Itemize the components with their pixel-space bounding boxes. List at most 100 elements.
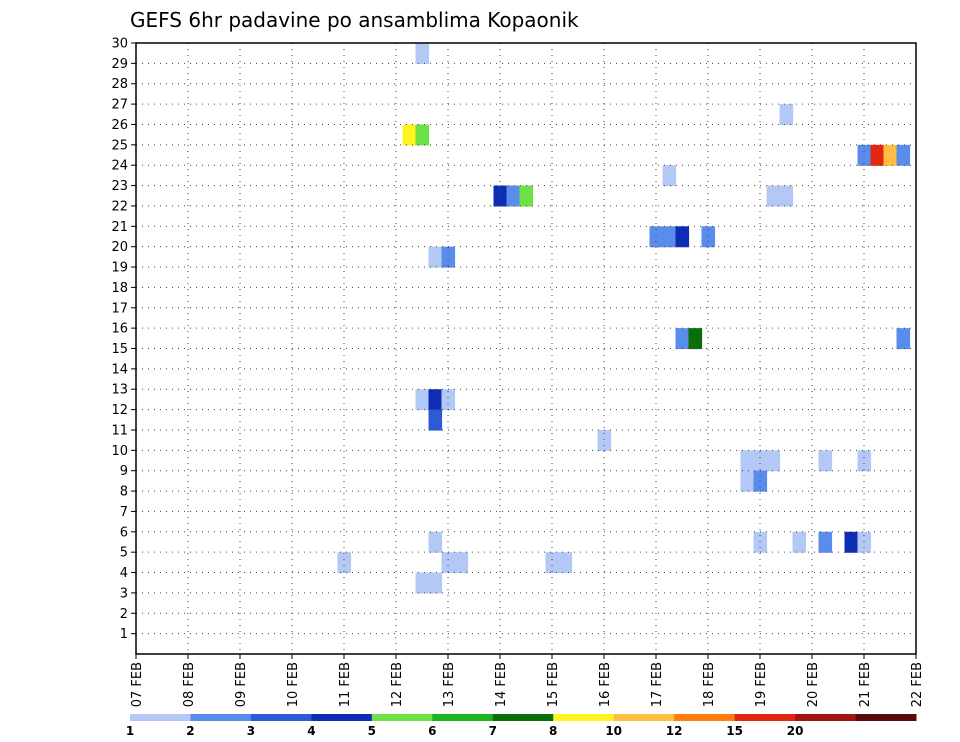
- legend-swatch: [734, 714, 796, 721]
- x-tick-label: 15 FEB: [546, 662, 561, 707]
- x-tick-label: 10 FEB: [286, 662, 301, 707]
- legend-swatch: [855, 714, 917, 721]
- heatmap-cell: [844, 531, 859, 553]
- heatmap-cell: [402, 124, 417, 146]
- legend-label: 6: [428, 724, 436, 738]
- y-tick-label: 10: [111, 444, 128, 459]
- y-tick-label: 1: [120, 627, 128, 642]
- legend-label: 20: [787, 724, 804, 738]
- x-tick-label: 17 FEB: [650, 662, 665, 707]
- heatmap-cell: [428, 572, 443, 594]
- legend-label: 12: [666, 724, 683, 738]
- y-tick-label: 13: [111, 383, 128, 398]
- y-tick-label: 3: [120, 586, 128, 601]
- y-tick-label: 12: [111, 403, 128, 418]
- heatmap-cell: [545, 552, 560, 574]
- heatmap-cell: [428, 531, 443, 553]
- heatmap-cell: [857, 144, 872, 166]
- heatmap-cell: [415, 43, 430, 64]
- y-tick-label: 23: [111, 179, 128, 194]
- heatmap-cell: [454, 552, 469, 574]
- heatmap-cell: [701, 226, 716, 248]
- color-legend: 1 2 3 4 5 6 7 8 10 12 15 20: [126, 714, 917, 738]
- heatmap-cell: [415, 389, 430, 411]
- x-tick-label: 11 FEB: [338, 662, 353, 707]
- x-tick-label: 12 FEB: [390, 662, 405, 707]
- heatmap-cell: [818, 531, 833, 553]
- x-tick-label: 21 FEB: [858, 662, 873, 707]
- legend-swatch: [795, 714, 857, 721]
- heatmap-cell: [428, 246, 443, 268]
- heatmap-cell: [675, 328, 690, 350]
- heatmap-cell: [688, 328, 703, 350]
- heatmap-cell: [857, 450, 872, 472]
- heatmap-cell: [818, 450, 833, 472]
- y-tick-label: 21: [111, 220, 128, 235]
- y-tick-label: 20: [111, 240, 128, 255]
- chart-title: GEFS 6hr padavine po ansamblima Kopaonik: [130, 8, 579, 32]
- x-tick-label: 19 FEB: [754, 662, 769, 707]
- y-tick-label: 16: [111, 322, 128, 337]
- heatmap-cell: [779, 104, 794, 126]
- heatmap-cell: [428, 389, 443, 411]
- x-tick-label: 13 FEB: [442, 662, 457, 707]
- x-tick-label: 14 FEB: [494, 662, 509, 707]
- y-tick-label: 2: [120, 607, 128, 622]
- heatmap-cell: [896, 144, 911, 166]
- y-tick-label: 5: [120, 546, 128, 561]
- heatmap-cell: [779, 185, 794, 207]
- heatmap-cell: [558, 552, 573, 574]
- legend-label: 3: [247, 724, 255, 738]
- y-tick-label: 15: [111, 342, 128, 357]
- legend-swatch: [130, 714, 191, 721]
- legend-label: 1: [126, 724, 134, 738]
- heatmap-cell: [441, 246, 456, 268]
- legend-swatch: [371, 714, 433, 721]
- legend-swatch: [311, 714, 373, 721]
- heatmap-cell: [649, 226, 664, 248]
- x-tick-label: 18 FEB: [702, 662, 717, 707]
- heatmap-cell: [766, 450, 781, 472]
- legend-label: 8: [549, 724, 557, 738]
- y-tick-label: 11: [111, 423, 128, 438]
- y-tick-label: 29: [111, 57, 128, 72]
- y-tick-label: 9: [120, 464, 128, 479]
- legend-swatch: [613, 714, 675, 721]
- y-tick-label: 19: [111, 261, 128, 276]
- heatmap-cell: [506, 185, 521, 207]
- heatmap-cell: [415, 572, 430, 594]
- y-tick-label: 25: [111, 138, 128, 153]
- heatmap-cell: [428, 409, 443, 431]
- grid-lines: [136, 42, 916, 654]
- legend-swatch: [250, 714, 312, 721]
- x-axis-ticks: 07 FEB 08 FEB 09 FEB 10 FEB 11 FEB 12 FEB 13 F…: [130, 654, 925, 707]
- heatmap-cell: [883, 144, 898, 166]
- y-tick-label: 30: [111, 37, 128, 52]
- heatmap-cell: [753, 450, 768, 472]
- legend-label: 4: [307, 724, 315, 738]
- y-tick-label: 8: [120, 485, 128, 500]
- legend-label: 7: [489, 724, 497, 738]
- heatmap-cell: [441, 552, 456, 574]
- heatmap-cell: [441, 389, 456, 411]
- heatmap-cells: [337, 43, 911, 594]
- legend-swatch: [553, 714, 615, 721]
- y-tick-label: 27: [111, 98, 128, 113]
- x-tick-label: 08 FEB: [182, 662, 197, 707]
- x-tick-label: 07 FEB: [130, 662, 145, 707]
- heatmap-cell: [740, 450, 755, 472]
- heatmap-cell: [753, 531, 768, 553]
- y-tick-label: 24: [111, 159, 128, 174]
- heatmap-cell: [857, 531, 872, 553]
- legend-swatch: [190, 714, 252, 721]
- heatmap-cell: [896, 328, 911, 350]
- heatmap-cell: [662, 165, 677, 187]
- heatmap-cell: [766, 185, 781, 207]
- heatmap-cell: [415, 124, 430, 146]
- heatmap-cell: [662, 226, 677, 248]
- heatmap-cell: [870, 144, 885, 166]
- legend-swatch: [492, 714, 554, 721]
- x-tick-label: 22 FEB: [910, 662, 925, 707]
- y-tick-label: 6: [120, 525, 128, 540]
